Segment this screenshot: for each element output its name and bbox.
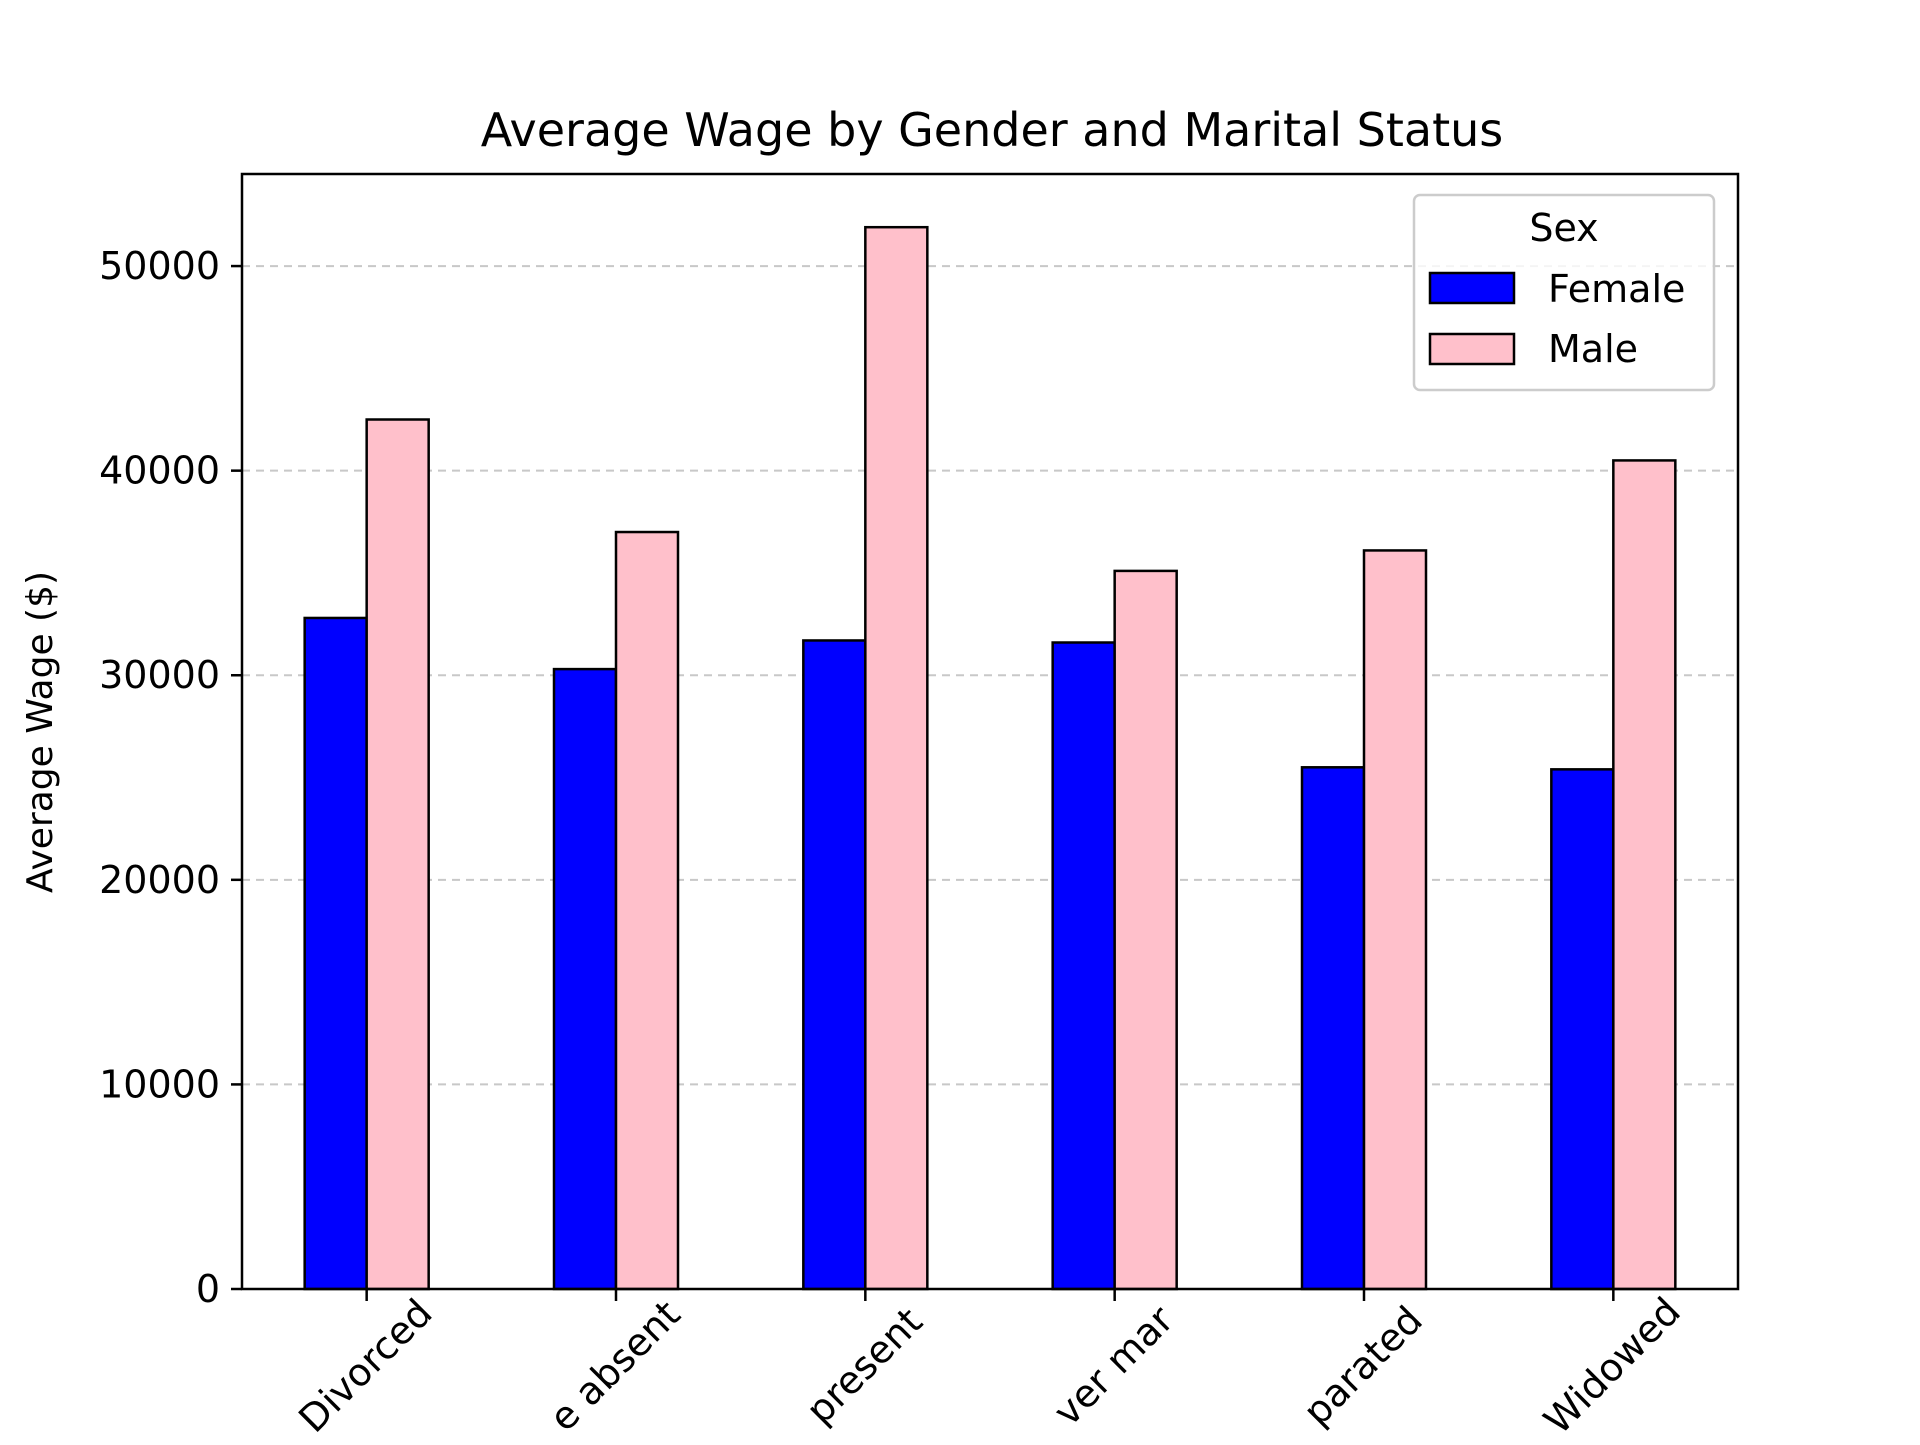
bar-female bbox=[802, 639, 867, 1291]
legend-swatch-female bbox=[1428, 271, 1516, 305]
bar-male bbox=[1113, 569, 1178, 1291]
y-tick-label: 0 bbox=[196, 1267, 220, 1311]
bar-female bbox=[1550, 768, 1615, 1291]
legend-label-male: Male bbox=[1548, 327, 1638, 371]
bar-male bbox=[614, 530, 680, 1291]
y-tick-label: 20000 bbox=[99, 858, 220, 902]
bar-female bbox=[552, 667, 618, 1291]
bar-male bbox=[864, 225, 929, 1291]
y-tick-label: 10000 bbox=[99, 1062, 220, 1106]
x-tick-label: e absent bbox=[541, 1292, 689, 1440]
legend: Sex Female Male bbox=[1412, 193, 1716, 392]
y-axis-label: Average Wage ($) bbox=[20, 571, 61, 893]
bar-male bbox=[365, 418, 430, 1291]
y-tick-label: 40000 bbox=[99, 449, 220, 493]
x-tick-label: present bbox=[798, 1299, 931, 1432]
y-tick-label: 30000 bbox=[99, 653, 220, 697]
x-tick-label: ver mar bbox=[1045, 1297, 1182, 1434]
chart-title: Average Wage by Gender and Marital Statu… bbox=[481, 103, 1504, 157]
plot-frame bbox=[240, 172, 1740, 1291]
legend-title: Sex bbox=[1529, 206, 1598, 250]
bar-female bbox=[303, 616, 368, 1291]
bar-male bbox=[1362, 549, 1428, 1291]
legend-label-female: Female bbox=[1548, 267, 1685, 311]
x-axis: Divorced e absent present ver mar parated Wid… bbox=[290, 1289, 1689, 1440]
bars bbox=[303, 225, 1677, 1291]
x-tick-label: parated bbox=[1295, 1298, 1431, 1434]
y-axis: 0 10000 20000 30000 40000 50000 bbox=[99, 244, 242, 1311]
x-tick-label: Divorced bbox=[290, 1291, 440, 1440]
bar-female bbox=[1300, 766, 1366, 1291]
bar-male bbox=[1612, 459, 1677, 1291]
x-tick-label: Widowed bbox=[1535, 1289, 1689, 1440]
y-tick-label: 50000 bbox=[99, 244, 220, 288]
bar-female bbox=[1051, 641, 1116, 1291]
legend-swatch-male bbox=[1428, 332, 1516, 366]
